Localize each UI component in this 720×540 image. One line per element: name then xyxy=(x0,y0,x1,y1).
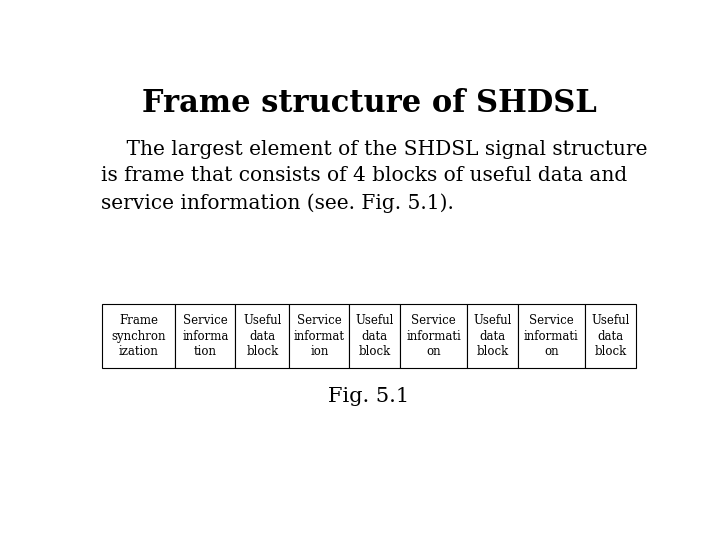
Text: Useful
data
block: Useful data block xyxy=(356,314,394,358)
Text: Service
informati
on: Service informati on xyxy=(406,314,461,358)
Text: Useful
data
block: Useful data block xyxy=(474,314,512,358)
Bar xyxy=(176,304,235,368)
Text: Service
informat
ion: Service informat ion xyxy=(294,314,345,358)
Bar xyxy=(467,304,518,368)
Bar xyxy=(102,304,176,368)
Bar xyxy=(400,304,467,368)
Text: The largest element of the SHDSL signal structure
is frame that consists of 4 bl: The largest element of the SHDSL signal … xyxy=(101,140,648,213)
Text: Frame
synchron
ization: Frame synchron ization xyxy=(112,314,166,358)
Text: Service
informa
tion: Service informa tion xyxy=(182,314,229,358)
Text: Fig. 5.1: Fig. 5.1 xyxy=(328,387,410,406)
Text: Useful
data
block: Useful data block xyxy=(591,314,629,358)
Bar xyxy=(349,304,400,368)
Bar xyxy=(585,304,636,368)
Text: Useful
data
block: Useful data block xyxy=(243,314,282,358)
Bar xyxy=(289,304,349,368)
Bar xyxy=(235,304,289,368)
Text: Frame structure of SHDSL: Frame structure of SHDSL xyxy=(142,87,596,119)
Text: Service
informati
on: Service informati on xyxy=(524,314,579,358)
Bar xyxy=(518,304,585,368)
